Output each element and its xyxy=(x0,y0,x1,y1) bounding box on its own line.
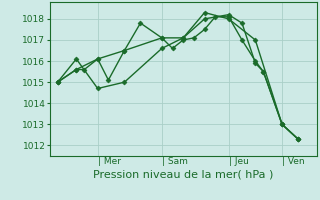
X-axis label: Pression niveau de la mer( hPa ): Pression niveau de la mer( hPa ) xyxy=(93,169,273,179)
